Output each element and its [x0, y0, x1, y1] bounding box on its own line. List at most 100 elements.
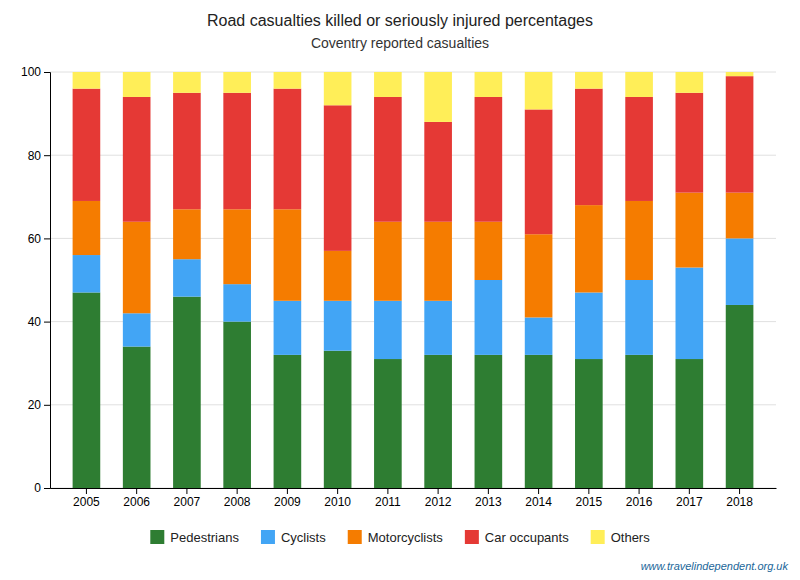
x-tick-mark: [488, 488, 489, 494]
y-tick: 40: [28, 315, 50, 329]
bar: [374, 301, 402, 359]
bar: [625, 201, 653, 280]
bar: [274, 209, 302, 301]
y-tick: 100: [21, 65, 50, 79]
y-tick-label: 60: [28, 232, 42, 246]
y-tick-mark: [44, 72, 50, 73]
x-tick-label: 2009: [274, 495, 301, 509]
x-tick-label: 2013: [475, 495, 502, 509]
bar: [223, 72, 251, 93]
y-tick-label: 80: [28, 149, 42, 163]
bar: [625, 280, 653, 355]
x-tick: 2009: [274, 488, 301, 509]
bar: [173, 93, 201, 209]
bar: [223, 284, 251, 321]
x-tick-label: 2011: [375, 495, 401, 509]
annotation: www.travelindependent.org.uk: [641, 560, 789, 572]
x-tick-mark: [689, 488, 690, 494]
bar: [475, 97, 503, 222]
y-tick-label: 100: [21, 65, 41, 79]
bar: [374, 359, 402, 488]
x-tick: 2014: [525, 488, 552, 509]
bar: [726, 72, 754, 76]
x-tick-label: 2010: [324, 495, 351, 509]
bar: [575, 359, 603, 488]
bar: [324, 72, 352, 105]
bar: [676, 359, 704, 488]
bar: [73, 201, 101, 255]
y-tick-label: 0: [34, 481, 41, 495]
x-tick-label: 2018: [726, 495, 753, 509]
grid-line: [50, 155, 776, 156]
grid-line: [50, 72, 776, 73]
bar: [123, 222, 151, 314]
bar: [424, 122, 452, 222]
bar: [374, 222, 402, 301]
legend-label: Motorcyclists: [368, 530, 444, 545]
y-tick: 0: [34, 481, 50, 495]
legend-item: Motorcyclists: [348, 530, 444, 545]
x-tick-label: 2012: [425, 495, 452, 509]
series: [73, 72, 754, 122]
bar: [324, 251, 352, 301]
bar: [123, 347, 151, 488]
x-tick-mark: [739, 488, 740, 494]
x-tick-label: 2015: [575, 495, 602, 509]
bar: [726, 305, 754, 488]
bar: [726, 238, 754, 305]
x-tick: 2015: [575, 488, 602, 509]
legend-label: Cyclists: [281, 530, 326, 545]
bar: [575, 205, 603, 292]
bar: [173, 259, 201, 296]
bar: [374, 72, 402, 97]
bar: [424, 72, 452, 122]
bar: [223, 209, 251, 284]
legend-item: Car occupants: [465, 530, 569, 545]
x-tick-mark: [86, 488, 87, 494]
bar: [274, 72, 302, 89]
legend-swatch: [465, 530, 479, 544]
bar: [475, 280, 503, 355]
grid-line: [50, 488, 776, 489]
bar: [223, 93, 251, 209]
bar: [274, 355, 302, 488]
bar: [324, 351, 352, 488]
bar: [475, 72, 503, 97]
grid-line: [50, 321, 776, 322]
y-tick-mark: [44, 155, 50, 156]
bar: [173, 297, 201, 488]
bar: [73, 89, 101, 201]
y-tick: 80: [28, 149, 50, 163]
bar: [676, 193, 704, 268]
y-tick: 60: [28, 232, 50, 246]
bar: [73, 72, 101, 89]
subtitle: Coventry reported casualties: [311, 35, 489, 51]
y-tick-mark: [44, 238, 50, 239]
bar: [73, 292, 101, 488]
bar: [676, 93, 704, 193]
x-axis-line: [51, 488, 777, 489]
y-tick-mark: [44, 322, 50, 323]
grid-line: [50, 238, 776, 239]
y-tick-label: 40: [28, 315, 42, 329]
y-tick: 20: [28, 398, 50, 412]
x-tick-label: 2005: [73, 495, 100, 509]
bar: [424, 222, 452, 301]
legend-swatch: [591, 530, 605, 544]
series: [73, 76, 754, 251]
bar: [424, 301, 452, 355]
grid-line: [50, 404, 776, 405]
bar: [123, 313, 151, 346]
x-tick-mark: [136, 488, 137, 494]
x-tick: 2005: [73, 488, 100, 509]
bar: [676, 72, 704, 93]
x-tick-label: 2007: [174, 495, 201, 509]
x-tick-label: 2006: [123, 495, 150, 509]
legend-label: Car occupants: [485, 530, 569, 545]
bar: [475, 222, 503, 280]
bar: [575, 89, 603, 205]
legend: Pedestrians Cyclists Motorcyclists Car occu…: [150, 530, 650, 545]
title: Road casualties killed or seriously inju…: [207, 12, 593, 29]
legend-label: Pedestrians: [170, 530, 239, 545]
x-tick-mark: [186, 488, 187, 494]
